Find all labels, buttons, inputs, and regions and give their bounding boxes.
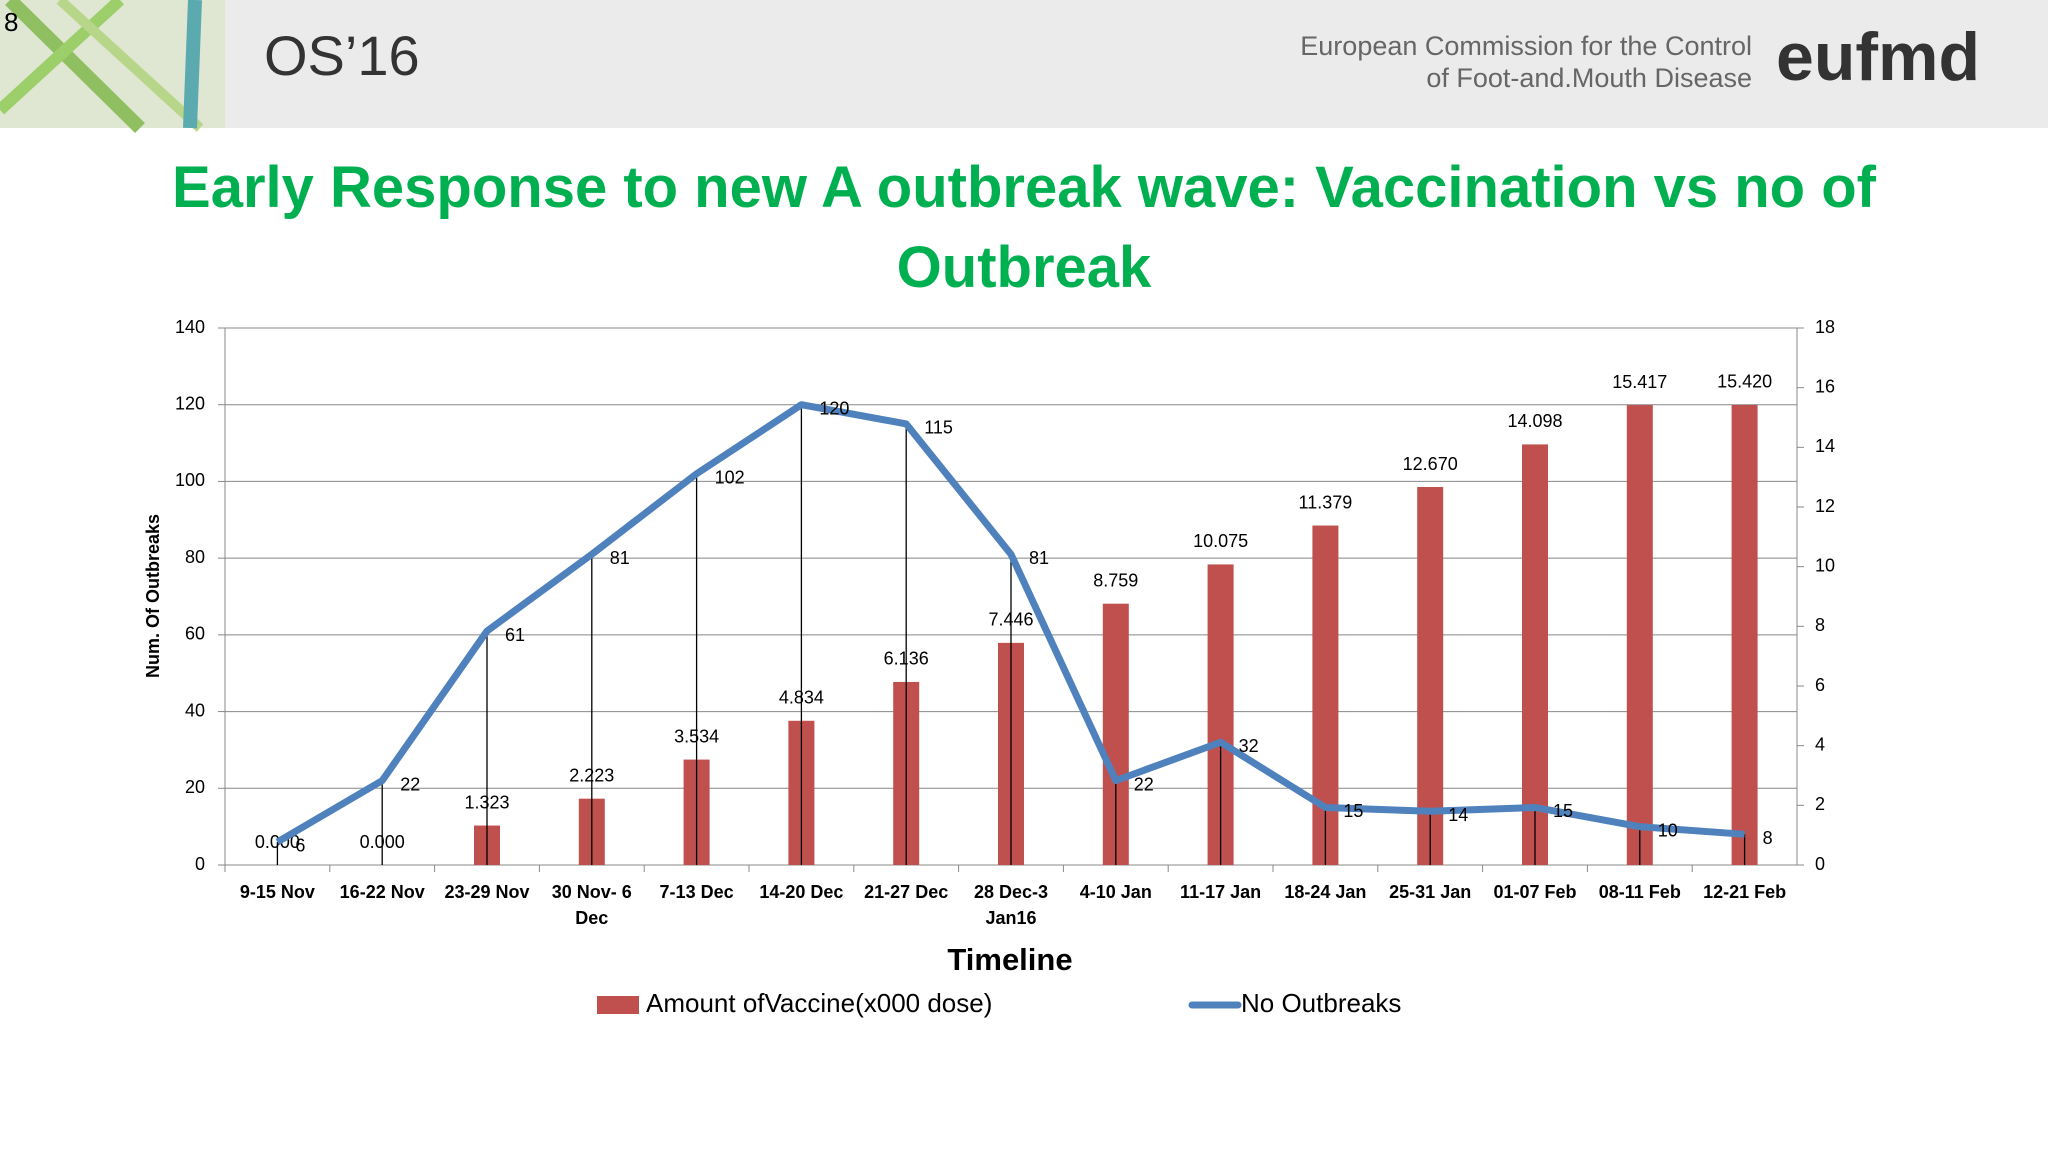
- bar-value-label: 15.420: [1717, 372, 1772, 392]
- x-tick-label: 16-22 Nov: [339, 882, 425, 902]
- x-tick-label-box: 4-10 Jan: [1079, 882, 1152, 902]
- legend-label: Amount ofVaccine(x000 dose): [646, 988, 992, 1018]
- y-tick-label: 40: [185, 700, 205, 720]
- y2-tick-label: 0: [1815, 854, 1825, 874]
- slide-number: 8: [4, 7, 18, 37]
- line-value-label: 102: [715, 468, 745, 488]
- x-tick-label-box: 01-07 Feb: [1493, 882, 1577, 902]
- line-value-label: 22: [400, 774, 420, 794]
- x-tick-label: 12-21 Feb: [1703, 882, 1787, 902]
- x-tick-label: 14-20 Dec: [759, 882, 844, 902]
- x-tick-label: 7-13 Dec: [659, 882, 734, 902]
- x-tick-label: 18-24 Jan: [1284, 882, 1367, 902]
- y-tick-label: 140: [175, 317, 205, 337]
- y-tick-label: 60: [185, 624, 205, 644]
- y-tick-label: 80: [185, 547, 205, 567]
- x-tick-label-box: 21-27 Dec: [864, 882, 949, 902]
- line-value-label: 15: [1553, 801, 1573, 821]
- line-value-label: 32: [1239, 736, 1259, 756]
- y2-tick-label: 6: [1815, 675, 1825, 695]
- line-value-label: 15: [1343, 801, 1363, 821]
- x-tick-label: 08-11 Feb: [1598, 882, 1681, 902]
- x-tick-label-box: 12-21 Feb: [1703, 882, 1787, 902]
- y-tick-label: 0: [195, 854, 205, 874]
- x-tick-label: 21-27 Dec: [864, 882, 949, 902]
- y2-tick-label: 18: [1815, 317, 1835, 337]
- org-name: European Commission for the Control: [1300, 31, 1752, 61]
- event-name: OS’16: [264, 24, 420, 87]
- bar: [1522, 444, 1548, 865]
- bar-value-label: 11.379: [1299, 492, 1353, 512]
- x-tick-label-box: 08-11 Feb: [1598, 882, 1681, 902]
- y2-tick-label: 2: [1815, 794, 1825, 814]
- x-tick-label-box: 7-13 Dec: [659, 882, 734, 902]
- line-value-label: 10: [1658, 820, 1678, 840]
- bar-value-label: 10.075: [1193, 531, 1248, 551]
- x-axis-title: Timeline: [947, 942, 1072, 977]
- header-decoration: [0, 0, 225, 133]
- x-tick-label-box: 23-29 Nov: [444, 882, 530, 902]
- y2-tick-label: 4: [1815, 734, 1825, 754]
- line-value-label: 22: [1134, 774, 1154, 794]
- x-tick-label: 28 Dec-3 Jan16: [973, 882, 1049, 928]
- y2-tick-label: 16: [1815, 376, 1835, 396]
- line-value-label: 115: [924, 418, 953, 438]
- bar-value-label: 12.670: [1403, 454, 1458, 474]
- y-tick-label: 120: [175, 393, 205, 413]
- legend-swatch: [597, 996, 639, 1014]
- x-tick-label: 11-17 Jan: [1180, 882, 1262, 902]
- x-tick-label: 01-07 Feb: [1493, 882, 1577, 902]
- x-tick-label-box: 16-22 Nov: [339, 882, 425, 902]
- x-tick-label-box: 11-17 Jan: [1180, 882, 1262, 902]
- x-tick-label: 4-10 Jan: [1079, 882, 1152, 902]
- x-tick-label: 30 Nov- 6 Dec: [551, 882, 632, 928]
- line-value-label: 6: [295, 836, 305, 856]
- x-tick-label: 9-15 Nov: [239, 882, 315, 902]
- line-value-label: 8: [1763, 828, 1773, 848]
- bar: [1417, 487, 1444, 865]
- y-axis-title: Num. Of Outbreaks: [143, 514, 163, 678]
- bar: [1731, 404, 1758, 865]
- bar-value-label: 8.759: [1093, 570, 1138, 590]
- bar: [1626, 405, 1653, 865]
- line-value-label: 61: [505, 625, 525, 645]
- x-tick-label: 23-29 Nov: [444, 882, 530, 902]
- x-tick-label-box: 9-15 Nov: [239, 882, 315, 902]
- x-tick-label-box: 14-20 Dec: [759, 882, 844, 902]
- y2-tick-label: 12: [1815, 496, 1835, 516]
- bar-value-label: 15.417: [1612, 372, 1667, 392]
- chart-title: Early Response to new A outbreak wave: V…: [172, 155, 1876, 300]
- x-tick-label-box: 30 Nov- 6 Dec: [551, 882, 632, 928]
- line-value-label: 81: [1029, 548, 1049, 568]
- line-value-label: 120: [819, 398, 849, 418]
- legend-label: No Outbreaks: [1241, 988, 1401, 1018]
- line: [275, 401, 1745, 846]
- y-tick-label: 20: [185, 777, 205, 797]
- bar-value-label: 14.098: [1507, 411, 1562, 431]
- y2-tick-label: 8: [1815, 615, 1825, 635]
- x-tick-label-box: 28 Dec-3 Jan16: [973, 882, 1049, 928]
- x-tick-label-box: 18-24 Jan: [1284, 882, 1367, 902]
- header-band: [0, 0, 2048, 128]
- line-value-label: 81: [610, 548, 630, 568]
- logo: eufmd: [1776, 19, 1980, 95]
- x-tick-label-box: 25-31 Jan: [1389, 882, 1472, 902]
- y-tick-label: 100: [175, 470, 205, 490]
- org-name: of Foot-and.Mouth Disease: [1426, 63, 1752, 93]
- line-value-label: 14: [1448, 805, 1468, 825]
- x-tick-label: 25-31 Jan: [1389, 882, 1472, 902]
- y2-tick-label: 10: [1815, 555, 1835, 575]
- y2-tick-label: 14: [1815, 436, 1835, 456]
